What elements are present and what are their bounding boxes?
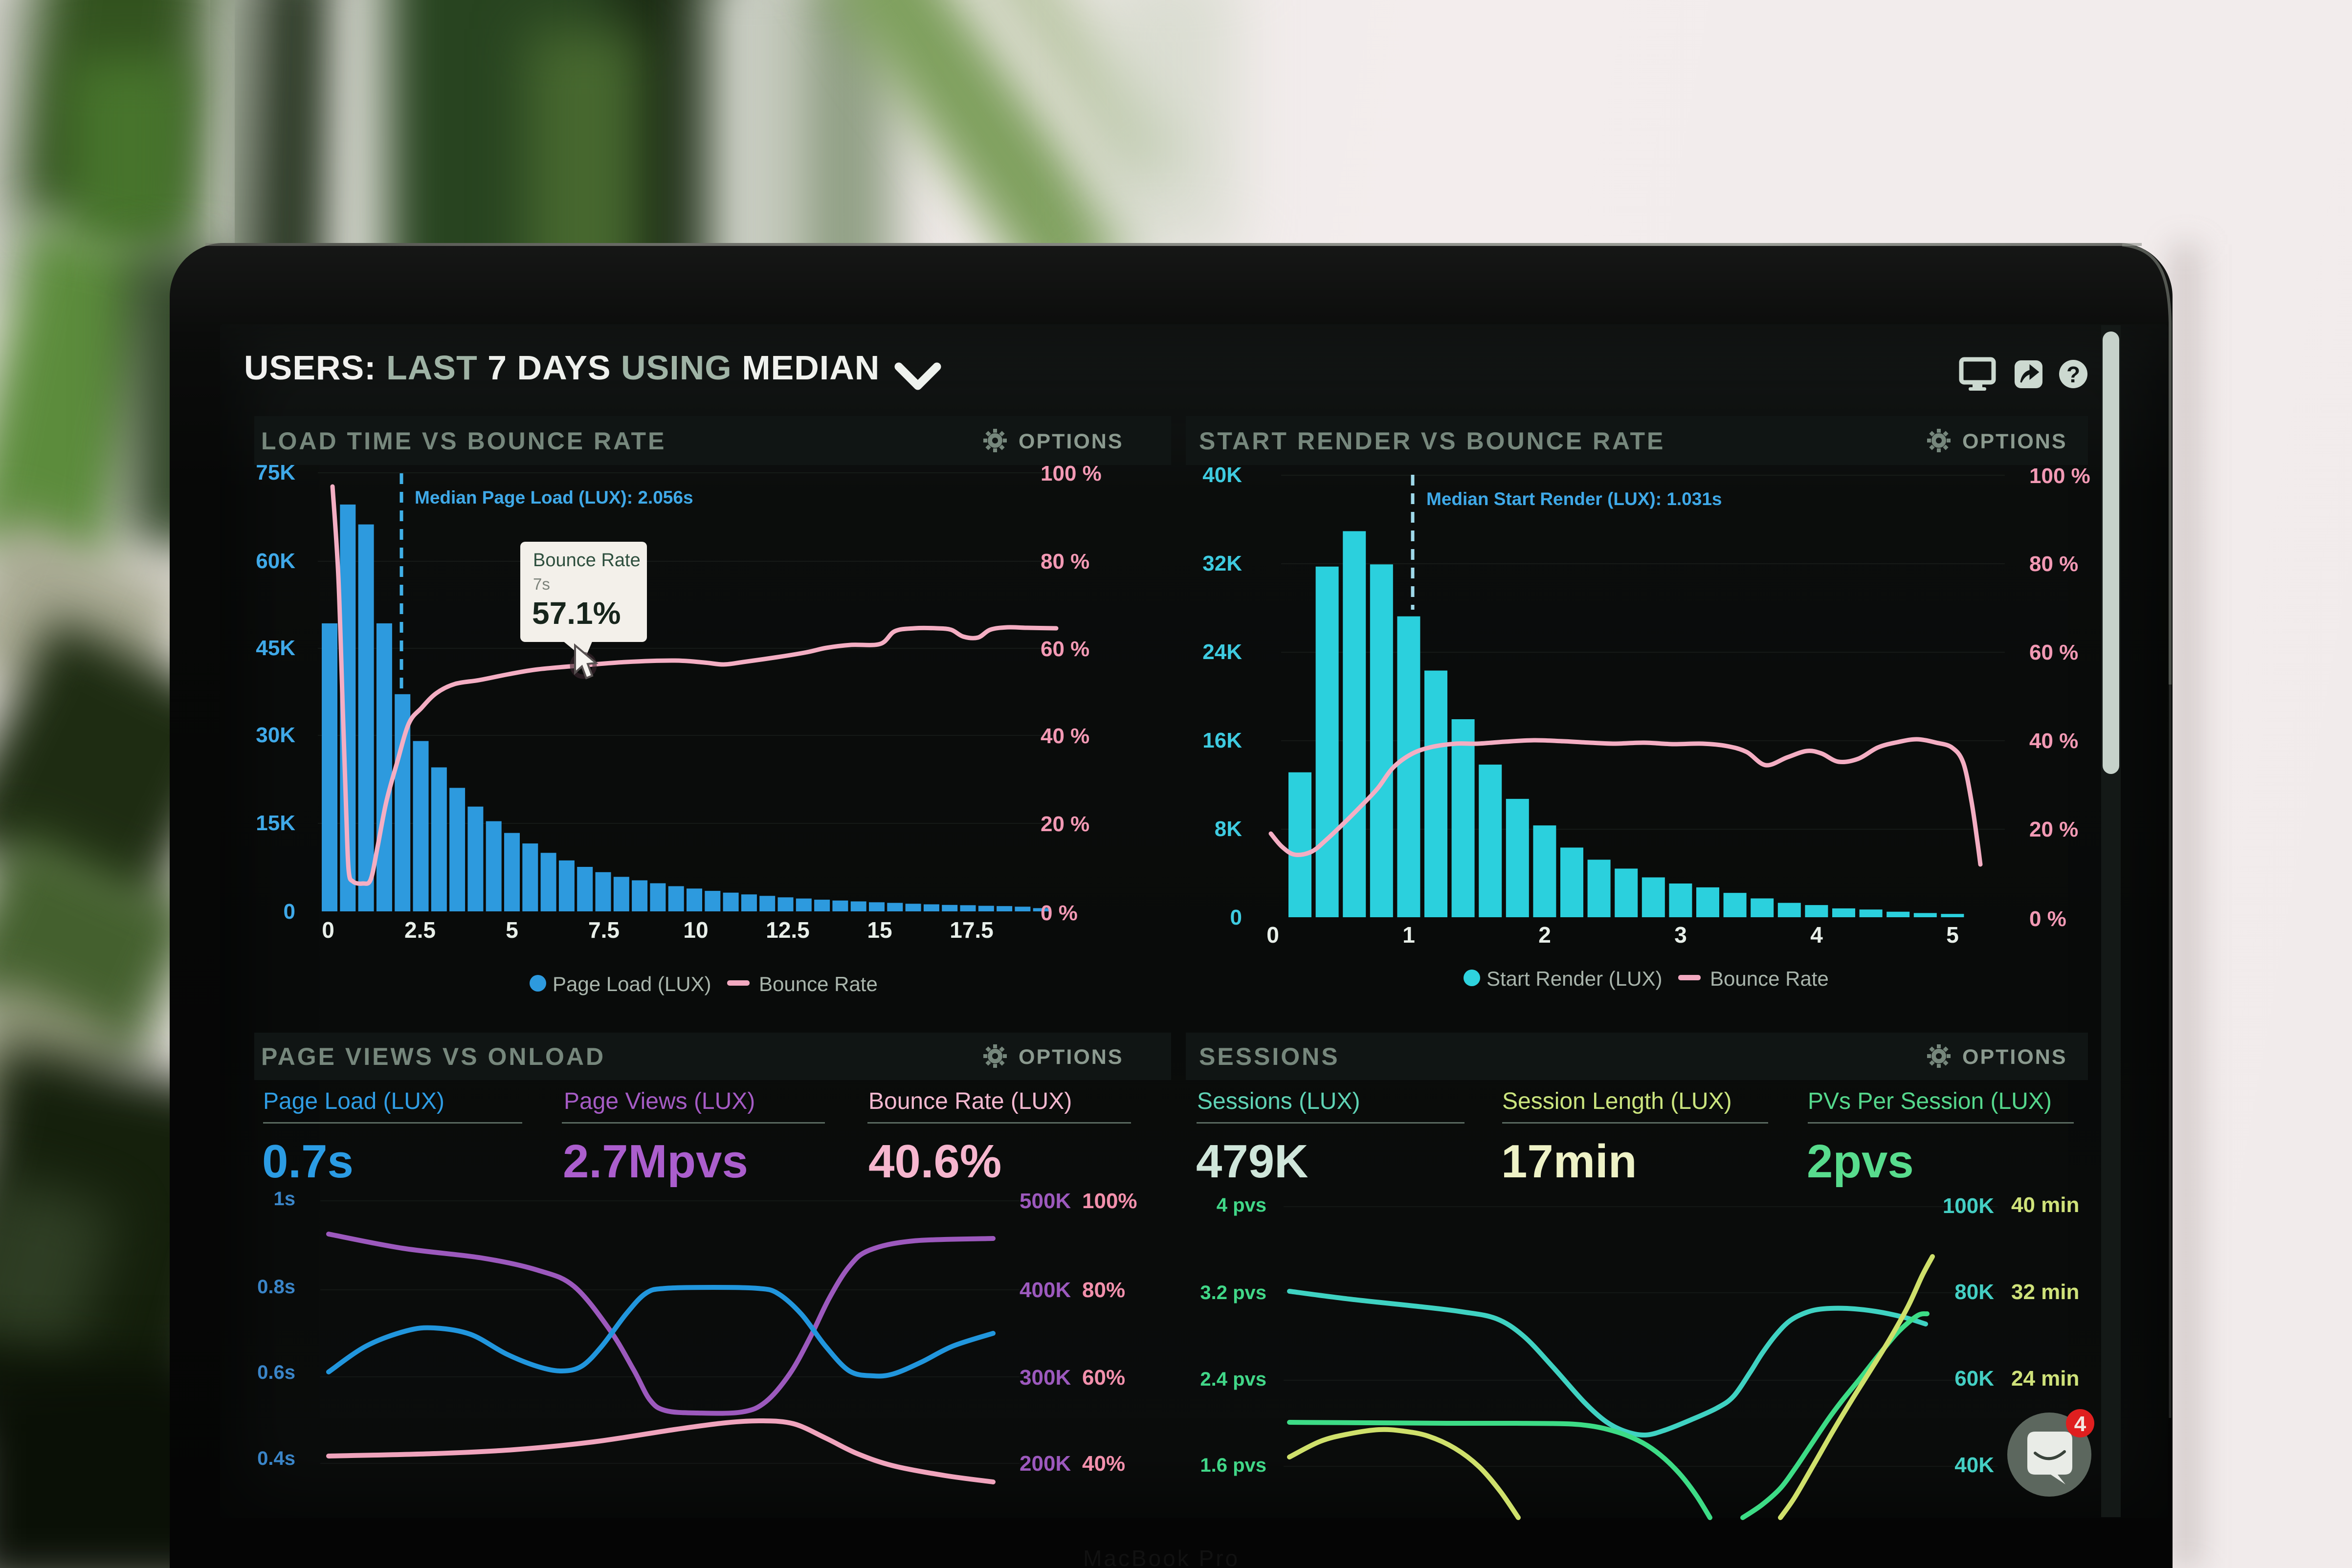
svg-text:MacBook Pro: MacBook Pro	[1083, 1546, 1240, 1568]
svg-text:40%: 40%	[1082, 1452, 1125, 1476]
svg-text:0: 0	[284, 900, 295, 924]
svg-text:0.4s: 0.4s	[257, 1448, 295, 1469]
svg-text:1.6 pvs: 1.6 pvs	[1200, 1455, 1266, 1476]
svg-text:400K: 400K	[1020, 1278, 1071, 1302]
svg-text:40 %: 40 %	[2029, 729, 2078, 753]
svg-text:0: 0	[1266, 922, 1279, 948]
svg-text:45K: 45K	[256, 636, 295, 660]
svg-text:7.5: 7.5	[588, 917, 620, 943]
svg-text:0.7s: 0.7s	[262, 1135, 354, 1188]
svg-text:12.5: 12.5	[766, 917, 810, 943]
svg-text:2pvs: 2pvs	[1807, 1135, 1914, 1188]
svg-text:16K: 16K	[1202, 729, 1242, 752]
svg-text:40K: 40K	[1954, 1453, 1994, 1477]
svg-text:START RENDER VS BOUNCE RATE: START RENDER VS BOUNCE RATE	[1199, 427, 1665, 455]
svg-text:0 %: 0 %	[1041, 901, 1078, 925]
svg-text:24 min: 24 min	[2011, 1367, 2079, 1391]
svg-text:60 %: 60 %	[2029, 640, 2078, 664]
svg-text:Page Views (LUX): Page Views (LUX)	[564, 1088, 755, 1114]
svg-text:10: 10	[683, 917, 708, 943]
svg-text:2: 2	[1538, 922, 1551, 948]
svg-text:5: 5	[1946, 922, 1959, 948]
svg-text:5: 5	[506, 917, 518, 943]
svg-text:?: ?	[2066, 362, 2080, 387]
svg-text:Bounce Rate: Bounce Rate	[759, 972, 878, 995]
svg-text:Page Load (LUX): Page Load (LUX)	[263, 1088, 444, 1114]
svg-text:8K: 8K	[1215, 817, 1242, 841]
svg-text:24K: 24K	[1202, 640, 1242, 664]
svg-text:40K: 40K	[1202, 463, 1242, 487]
svg-text:80%: 80%	[1082, 1278, 1125, 1302]
svg-text:500K: 500K	[1020, 1189, 1071, 1213]
svg-text:PAGE VIEWS VS ONLOAD: PAGE VIEWS VS ONLOAD	[261, 1043, 605, 1070]
svg-text:1s: 1s	[274, 1188, 296, 1210]
svg-text:0: 0	[1230, 905, 1242, 929]
svg-text:57.1%: 57.1%	[532, 596, 621, 631]
svg-text:7s: 7s	[533, 575, 550, 593]
svg-text:60%: 60%	[1082, 1366, 1125, 1390]
svg-text:80K: 80K	[1954, 1280, 1994, 1304]
svg-text:Median Start Render (LUX): 1.0: Median Start Render (LUX): 1.031s	[1426, 489, 1722, 509]
svg-text:40 min: 40 min	[2011, 1193, 2079, 1217]
svg-text:32 min: 32 min	[2011, 1280, 2079, 1304]
svg-text:40.6%: 40.6%	[868, 1135, 1001, 1188]
svg-text:Bounce Rate: Bounce Rate	[1710, 967, 1829, 990]
svg-text:0: 0	[322, 917, 334, 943]
svg-text:80 %: 80 %	[1041, 550, 1089, 574]
svg-text:20 %: 20 %	[2029, 817, 2078, 841]
svg-text:75K: 75K	[256, 461, 295, 485]
svg-text:100%: 100%	[1082, 1189, 1137, 1213]
svg-text:2.7Mpvs: 2.7Mpvs	[563, 1135, 748, 1188]
svg-text:100K: 100K	[1943, 1194, 1994, 1218]
svg-text:4: 4	[1810, 922, 1823, 948]
svg-text:60K: 60K	[1954, 1367, 1994, 1391]
svg-text:3.2 pvs: 3.2 pvs	[1200, 1282, 1266, 1303]
svg-text:20 %: 20 %	[1041, 812, 1089, 836]
svg-text:2.5: 2.5	[404, 917, 436, 943]
svg-text:OPTIONS: OPTIONS	[1019, 430, 1124, 453]
svg-text:Bounce Rate (LUX): Bounce Rate (LUX)	[868, 1088, 1072, 1114]
svg-text:300K: 300K	[1020, 1366, 1071, 1390]
svg-text:100 %: 100 %	[1041, 462, 1102, 486]
svg-text:100 %: 100 %	[2029, 464, 2090, 488]
svg-text:Start Render (LUX): Start Render (LUX)	[1487, 967, 1662, 990]
svg-text:15K: 15K	[256, 811, 295, 835]
svg-text:40 %: 40 %	[1041, 724, 1089, 748]
svg-text:17min: 17min	[1501, 1135, 1637, 1188]
svg-text:Bounce Rate: Bounce Rate	[533, 550, 641, 571]
svg-text:LOAD TIME VS BOUNCE RATE: LOAD TIME VS BOUNCE RATE	[261, 427, 666, 455]
svg-text:1: 1	[1402, 922, 1415, 948]
svg-text:Session Length (LUX): Session Length (LUX)	[1502, 1088, 1732, 1114]
svg-text:30K: 30K	[256, 723, 295, 747]
svg-text:PVs Per Session (LUX): PVs Per Session (LUX)	[1808, 1088, 2052, 1114]
svg-text:200K: 200K	[1020, 1452, 1071, 1476]
svg-text:2.4 pvs: 2.4 pvs	[1200, 1369, 1266, 1390]
svg-text:15: 15	[867, 917, 892, 943]
svg-text:0.8s: 0.8s	[257, 1276, 295, 1298]
svg-text:4: 4	[2074, 1412, 2086, 1436]
svg-text:OPTIONS: OPTIONS	[1019, 1045, 1124, 1069]
svg-text:80 %: 80 %	[2029, 552, 2078, 576]
svg-text:3: 3	[1674, 922, 1687, 948]
svg-text:0 %: 0 %	[2029, 907, 2066, 931]
svg-text:Sessions (LUX): Sessions (LUX)	[1197, 1088, 1360, 1114]
svg-text:479K: 479K	[1196, 1135, 1309, 1188]
svg-text:Page Load (LUX): Page Load (LUX)	[553, 972, 711, 995]
svg-text:OPTIONS: OPTIONS	[1962, 430, 2067, 453]
svg-text:17.5: 17.5	[950, 917, 994, 943]
svg-text:60K: 60K	[256, 549, 295, 573]
svg-text:USERS: LAST 7 DAYS USING MEDIA: USERS: LAST 7 DAYS USING MEDIAN	[244, 349, 880, 387]
svg-text:4 pvs: 4 pvs	[1217, 1194, 1266, 1216]
svg-text:Median Page Load (LUX): 2.056s: Median Page Load (LUX): 2.056s	[415, 487, 693, 508]
svg-text:SESSIONS: SESSIONS	[1199, 1043, 1340, 1070]
svg-text:OPTIONS: OPTIONS	[1962, 1045, 2067, 1069]
svg-text:32K: 32K	[1202, 552, 1242, 575]
svg-text:60 %: 60 %	[1041, 637, 1089, 661]
svg-text:0.6s: 0.6s	[257, 1362, 295, 1383]
